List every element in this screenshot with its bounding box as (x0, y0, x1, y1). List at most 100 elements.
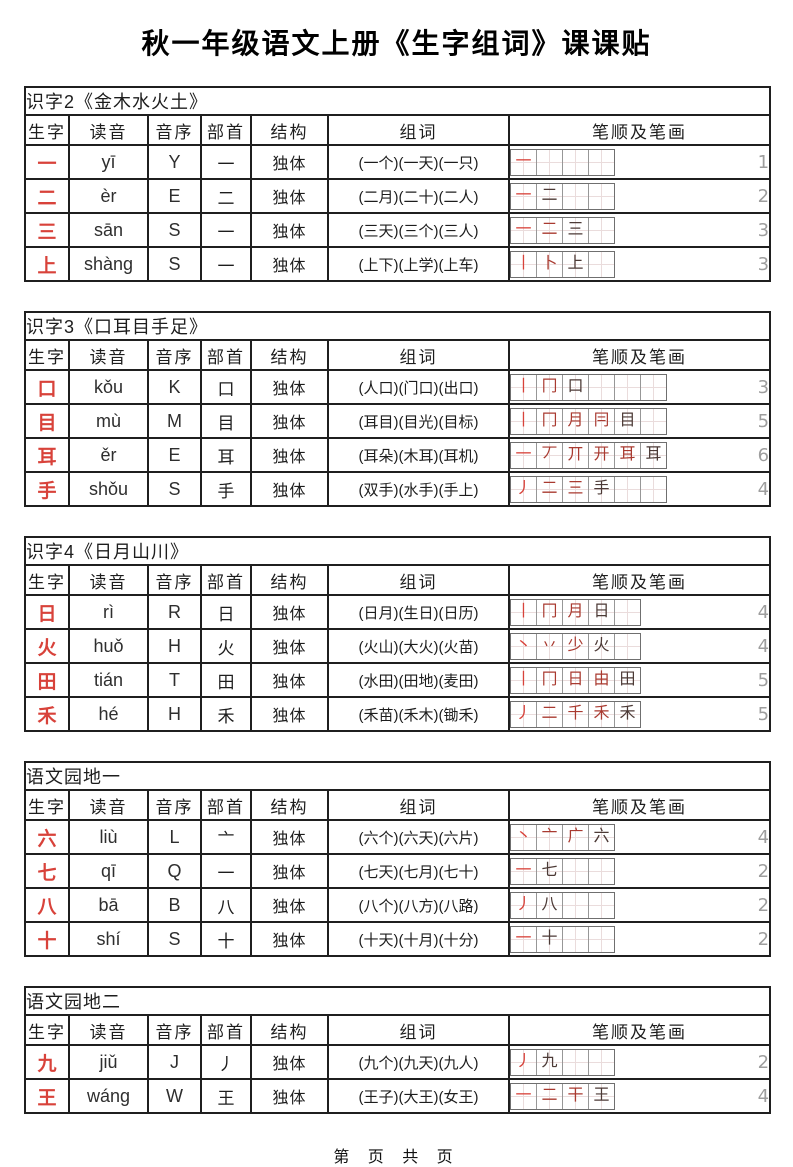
stroke-count: 2 (757, 860, 770, 882)
stroke-cell: 上 (563, 251, 589, 277)
stroke-glyph: 丿 (515, 705, 532, 722)
stroke-glyph: 禾 (619, 705, 636, 722)
stroke-glyph: 冂 (541, 603, 558, 620)
column-header-1: 读音 (68, 339, 149, 371)
stroke-cell (615, 374, 641, 400)
stroke-glyph: 丿 (515, 896, 532, 913)
stroke-glyph: 丶 (515, 828, 532, 845)
table-row: 王 wáng W 王独体 (王子)(大王)(女王) 一二干王 4 (24, 1078, 772, 1114)
stroke-count: 2 (757, 185, 770, 207)
stroke-cell: 丿 (511, 892, 537, 918)
stroke-cell: 冃 (589, 408, 615, 434)
stroke-grid: 丿二千禾禾 (511, 700, 641, 728)
stroke-cell: 九 (537, 1049, 563, 1075)
stroke-glyph: 禾 (593, 705, 610, 722)
initial-cell: W (147, 1078, 202, 1114)
char-cell: 田 (24, 662, 70, 698)
column-header-2: 音序 (147, 564, 202, 596)
stroke-cell: 由 (589, 667, 615, 693)
stroke-count: 4 (757, 478, 770, 500)
stroke-cell (641, 408, 666, 434)
stroke-glyph: 一 (515, 153, 532, 170)
stroke-cell: 耳 (641, 442, 666, 468)
column-header-1: 读音 (68, 114, 149, 146)
stroke-glyph: 火 (593, 637, 610, 654)
table-row: 上 shàng S 一独体 (上下)(上学)(上车) 丨卜上 3 (24, 246, 772, 282)
column-header-0: 生字 (24, 339, 70, 371)
stroke-cell (589, 251, 614, 277)
worksheet-table: 语文园地二 生字 读音 音序 部首 结构 组词 笔顺及笔画 九 jiǔ J 丿独体 (九个)(九天)… (23, 986, 772, 1114)
stroke-grid: 丶丷少火 (511, 632, 641, 660)
initial-cell: S (147, 471, 202, 507)
table-row: 手 shǒu S 手独体 (双手)(水手)(手上) 丿二三手 4 (24, 471, 772, 507)
column-header-0: 生字 (24, 789, 70, 821)
strokes-cell: 一二干王 4 (507, 1078, 772, 1114)
structure-cell: 独体 (250, 403, 329, 439)
caption-row: 识字3《口耳目手足》 (23, 311, 772, 341)
strokes-cell: 一二 2 (507, 178, 772, 214)
radical-cell: 一 (200, 212, 252, 248)
char-cell: 八 (24, 887, 70, 923)
stroke-cell: 二 (537, 217, 563, 243)
column-header-1: 读音 (68, 564, 149, 596)
column-header-6: 笔顺及笔画 (507, 1014, 772, 1046)
strokes-cell: 丨冂月冃目 5 (507, 403, 772, 439)
initial-cell: Q (147, 853, 202, 889)
column-header-6: 笔顺及笔画 (507, 789, 772, 821)
structure-cell: 独体 (250, 696, 329, 732)
radical-cell: 一 (200, 853, 252, 889)
stroke-cell: 三 (563, 476, 589, 502)
radical-cell: 二 (200, 178, 252, 214)
stroke-glyph: 丌 (567, 446, 584, 463)
stroke-cell: 丶 (511, 824, 537, 850)
stroke-grid: 丨卜上 (511, 250, 615, 278)
stroke-cell: 耳 (615, 442, 641, 468)
stroke-cell (589, 183, 614, 209)
stroke-cell: 丨 (511, 251, 537, 277)
pinyin-cell: liù (68, 819, 149, 855)
table-row: 火 huǒ H 火独体 (火山)(大火)(火苗) 丶丷少火 4 (24, 628, 772, 664)
stroke-order-wrap: 丿二三手 4 (511, 475, 770, 503)
table-row: 三 sān S 一独体 (三天)(三个)(三人) 一二三 3 (24, 212, 772, 248)
table-row: 耳 ěr E 耳独体 (耳朵)(木耳)(耳机) 一丆丌开耳耳 6 (24, 437, 772, 473)
stroke-glyph: 目 (619, 412, 636, 429)
stroke-cell: 十 (537, 926, 563, 952)
stroke-glyph: 上 (567, 255, 584, 272)
stroke-grid: 一二干王 (511, 1082, 615, 1110)
strokes-cell: 丨冂月日 4 (507, 594, 772, 630)
char-cell: 日 (24, 594, 70, 630)
structure-cell: 独体 (250, 212, 329, 248)
table-caption: 识字4《日月山川》 (23, 536, 772, 566)
column-header-3: 部首 (200, 1014, 252, 1046)
stroke-cell: 月 (563, 599, 589, 625)
pinyin-cell: shǒu (68, 471, 149, 507)
stroke-glyph: 七 (541, 862, 558, 879)
column-header-3: 部首 (200, 114, 252, 146)
pinyin-cell: kǒu (68, 369, 149, 405)
strokes-cell: 一十 2 (507, 921, 772, 957)
char-cell: 耳 (24, 437, 70, 473)
column-header-2: 音序 (147, 789, 202, 821)
stroke-cell: 丶 (511, 633, 537, 659)
stroke-glyph: 一 (515, 862, 532, 879)
stroke-cell: 丌 (563, 442, 589, 468)
stroke-cell: 月 (563, 408, 589, 434)
structure-cell: 独体 (250, 628, 329, 664)
words-cell: (日月)(生日)(日历) (327, 594, 510, 630)
stroke-cell: 一 (511, 183, 537, 209)
column-header-1: 读音 (68, 1014, 149, 1046)
stroke-glyph: 日 (567, 671, 584, 688)
words-cell: (火山)(大火)(火苗) (327, 628, 510, 664)
char-cell: 王 (24, 1078, 70, 1114)
stroke-cell (563, 892, 589, 918)
stroke-grid: 丨冂日由田 (511, 666, 641, 694)
strokes-cell: 丶丷少火 4 (507, 628, 772, 664)
stroke-order-wrap: 丨冂日由田 5 (511, 666, 768, 694)
radical-cell: 耳 (200, 437, 252, 473)
stroke-glyph: 日 (593, 603, 610, 620)
stroke-glyph: 开 (593, 446, 610, 463)
stroke-order-wrap: 丶亠广六 4 (511, 823, 768, 851)
worksheet-table: 识字3《口耳目手足》 生字 读音 音序 部首 结构 组词 笔顺及笔画 口 kǒu K 口独体 (人口… (23, 311, 772, 507)
